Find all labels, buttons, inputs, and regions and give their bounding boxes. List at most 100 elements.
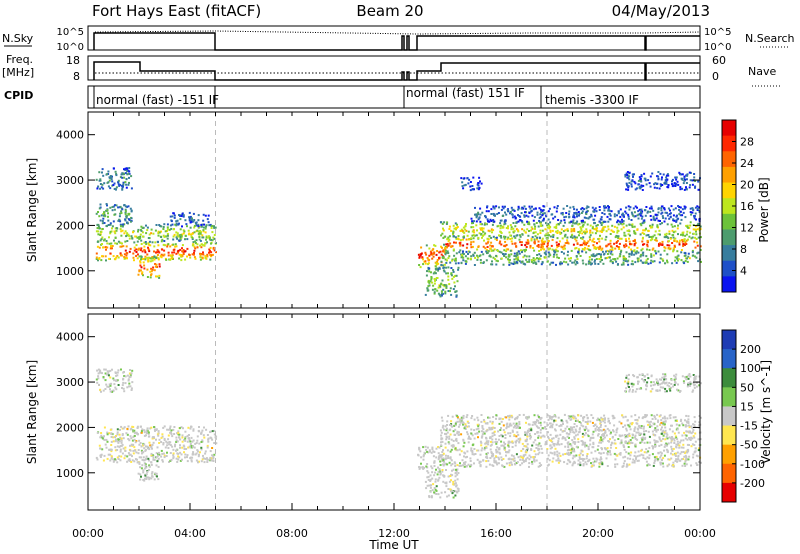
power-pixel xyxy=(457,268,460,271)
power-pixel xyxy=(200,243,203,246)
power-pixel xyxy=(439,295,442,298)
power-pixel xyxy=(144,258,147,261)
velocity-pixel xyxy=(493,461,496,464)
velocity-pixel xyxy=(149,427,152,430)
velocity-pixel xyxy=(458,423,461,426)
power-pixel xyxy=(472,229,475,232)
power-pixel xyxy=(174,223,177,226)
velocity-pixel xyxy=(498,451,501,454)
velocity-pixel xyxy=(535,425,538,428)
velocity-pixel xyxy=(640,449,643,452)
velocity-pixel xyxy=(517,438,520,440)
velocity-pixel xyxy=(127,438,130,440)
velocity-pixel xyxy=(449,488,452,491)
power-pixel xyxy=(687,252,690,255)
power-pixel xyxy=(200,223,203,226)
velocity-pixel xyxy=(143,431,146,434)
velocity-pixel xyxy=(615,429,618,432)
power-pixel xyxy=(686,173,689,176)
power-pixel xyxy=(126,167,129,170)
power-pixel xyxy=(585,217,588,220)
velocity-pixel xyxy=(211,454,214,457)
power-pixel xyxy=(202,226,205,229)
velocity-pixel xyxy=(608,451,611,454)
velocity-pixel xyxy=(639,441,642,444)
power-pixel xyxy=(95,230,98,233)
power-pixel xyxy=(647,262,650,265)
velocity-pixel xyxy=(568,436,570,439)
power-pixel xyxy=(176,219,179,222)
velocity-pixel xyxy=(201,429,204,432)
velocity-pixel xyxy=(441,419,444,422)
velocity-pixel xyxy=(692,435,695,438)
velocity-pixel xyxy=(626,457,629,460)
power-pixel xyxy=(209,254,212,256)
power-pixel xyxy=(609,248,612,251)
power-pixel xyxy=(141,272,144,275)
power-pixel xyxy=(465,223,467,225)
velocity-pixel xyxy=(425,465,428,468)
velocity-pixel xyxy=(549,433,552,436)
power-pixel xyxy=(447,275,450,278)
velocity-pixel xyxy=(213,442,216,444)
power-pixel xyxy=(641,231,644,234)
velocity-pixel xyxy=(573,415,576,418)
power-pixel xyxy=(616,239,619,242)
power-pixel xyxy=(479,220,482,223)
power-pixel xyxy=(143,241,146,244)
velocity-pixel xyxy=(116,374,119,377)
velocity-pixel xyxy=(169,425,172,428)
velocity-pixel xyxy=(539,465,541,467)
velocity-pixel xyxy=(457,488,460,490)
power-pixel xyxy=(98,207,101,210)
power-pixel xyxy=(497,249,499,252)
power-pixel xyxy=(592,218,595,221)
power-pixel xyxy=(521,251,523,254)
power-pixel xyxy=(624,210,627,213)
power-pixel xyxy=(516,254,519,257)
power-pixel xyxy=(496,213,499,215)
power-pixel xyxy=(123,256,126,258)
velocity-pixel xyxy=(492,453,494,456)
velocity-pixel xyxy=(584,461,587,464)
power-pixel xyxy=(515,261,518,264)
power-pixel xyxy=(624,175,627,178)
power-pixel xyxy=(153,269,156,272)
power-pixel xyxy=(572,214,575,217)
power-pixel xyxy=(546,242,549,245)
power-pixel xyxy=(504,222,507,225)
velocity-pixel xyxy=(460,450,463,453)
power-pixel xyxy=(120,224,123,227)
cpid-label: CPID xyxy=(4,89,33,102)
power-pixel xyxy=(685,233,688,236)
power-pixel xyxy=(214,226,217,229)
power-pixel xyxy=(529,207,532,210)
velocity-pixel xyxy=(642,436,644,439)
velocity-pixel xyxy=(482,419,485,421)
power-pixel xyxy=(154,229,157,232)
power-pixel xyxy=(509,249,512,252)
velocity-pixel xyxy=(539,431,542,434)
power-pixel xyxy=(578,213,581,215)
velocity-pixel xyxy=(181,446,184,449)
velocity-pixel xyxy=(645,451,648,454)
power-pixel xyxy=(114,242,117,245)
power-pixel xyxy=(434,279,436,282)
power-pixel xyxy=(431,253,434,256)
velocity-pixel xyxy=(573,437,576,440)
velocity-pixel xyxy=(574,441,577,444)
power-pixel xyxy=(682,211,685,214)
power-pixel xyxy=(628,171,631,174)
velocity-pixel xyxy=(450,420,453,423)
power-pixel xyxy=(668,232,671,235)
power-pixel xyxy=(517,229,519,232)
velocity-pixel xyxy=(656,458,659,461)
power-pixel xyxy=(516,251,519,254)
velocity-pixel xyxy=(447,441,450,444)
power-pixel xyxy=(101,222,104,225)
power-pixel xyxy=(490,208,493,211)
power-pixel xyxy=(473,264,476,266)
velocity-pixel xyxy=(694,440,697,443)
power-pixel xyxy=(561,213,564,216)
velocity-pixel xyxy=(559,433,562,436)
